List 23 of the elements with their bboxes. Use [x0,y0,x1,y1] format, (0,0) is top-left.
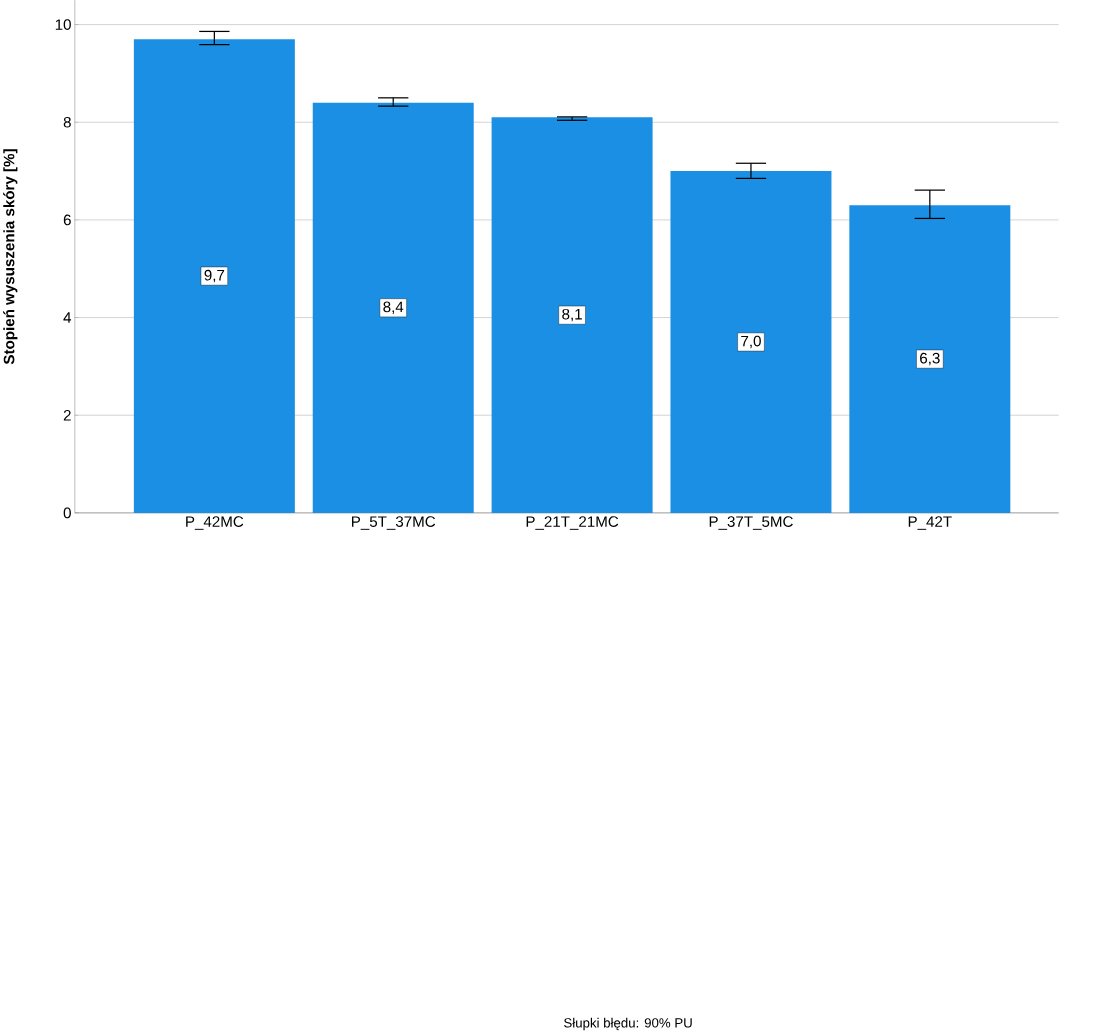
data-label: 8,4 [383,301,404,314]
y-tick-label: 0 [63,507,71,519]
bar [312,102,474,513]
bar [849,205,1011,513]
data-label: 7,0 [741,335,761,349]
bar [670,170,832,513]
x-tick-label: P_42MC [186,516,244,530]
x-tick-label: P_21T_21MC [526,516,619,530]
y-tick-label: 6 [63,214,71,226]
x-tick-label: P_37T_5MC [709,516,793,530]
y-axis-title: Stopień wysuszenia skóry [%] [3,149,18,365]
text: Słupki błędu: 90% PU [564,1017,692,1031]
y-tick-label: 2 [63,409,71,421]
x-tick-label: P_5T_37MC [351,516,436,530]
data-label: 6,3 [920,352,940,366]
bar [491,117,653,513]
y-tick-label: 4 [63,312,72,323]
data-label: 8,1 [562,308,582,322]
bar [133,39,295,513]
y-tick-label: 8 [63,116,71,128]
data-label: 9,7 [204,269,225,283]
x-tick-label: P_42T [908,516,952,530]
y-tick-label: 10 [55,19,71,30]
